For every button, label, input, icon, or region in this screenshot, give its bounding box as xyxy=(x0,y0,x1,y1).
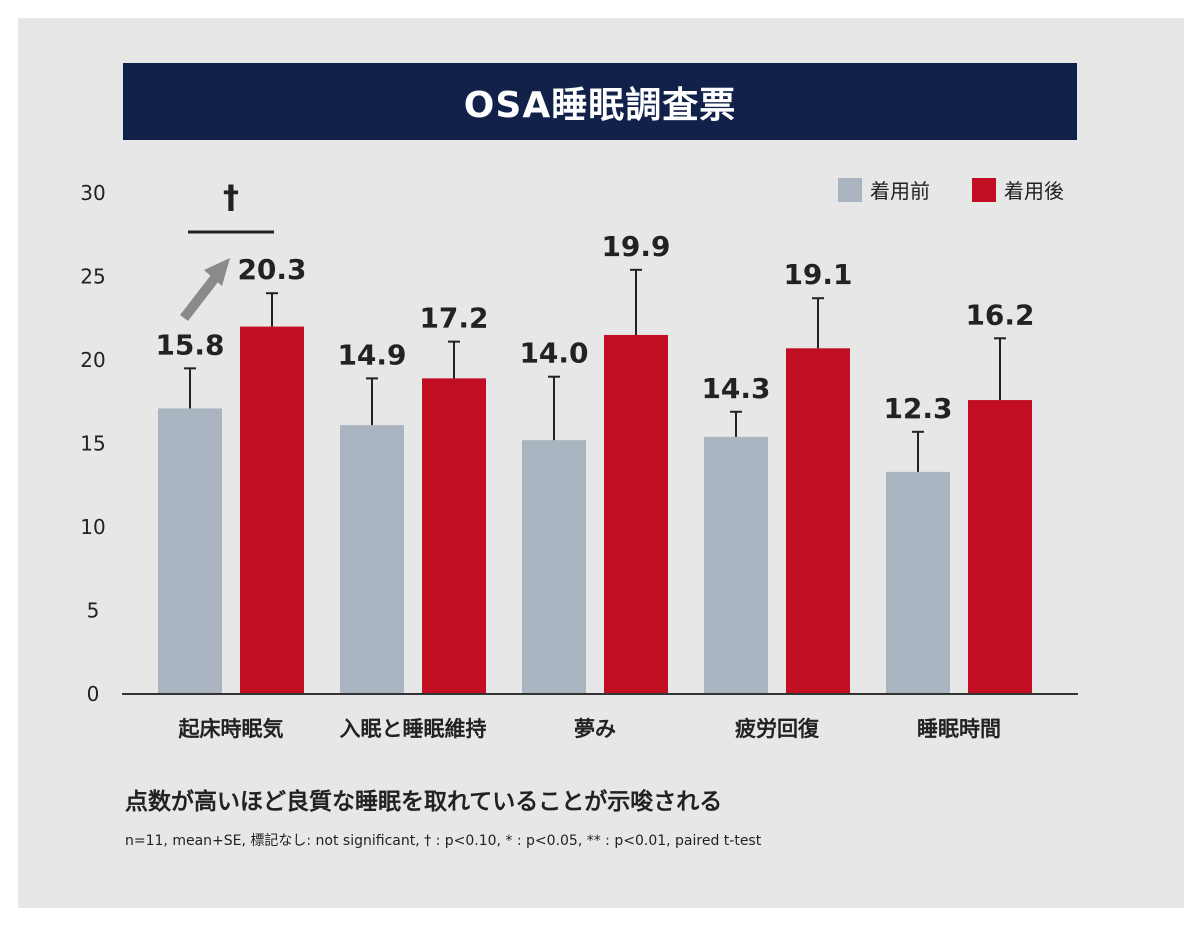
bar xyxy=(158,408,222,694)
significance-mark: † xyxy=(223,178,239,216)
x-tick-label: 睡眠時間 xyxy=(917,717,1001,741)
legend-swatch xyxy=(838,178,862,202)
bar xyxy=(886,471,950,694)
bar xyxy=(604,334,668,694)
data-label: 14.3 xyxy=(701,372,770,405)
legend-label: 着用前 xyxy=(870,179,930,203)
data-label: 19.9 xyxy=(601,230,670,263)
y-tick-label: 25 xyxy=(80,265,105,289)
y-tick-label: 0 xyxy=(87,682,100,706)
y-tick-label: 10 xyxy=(80,515,105,539)
footnote: n=11, mean+SE, 標記なし: not significant, † … xyxy=(125,833,762,849)
increase-arrow-shaft xyxy=(180,270,222,322)
data-label: 15.8 xyxy=(155,328,224,361)
legend-label: 着用後 xyxy=(1004,179,1064,203)
bar xyxy=(968,400,1032,694)
data-label: 20.3 xyxy=(237,253,306,286)
chart-note: 点数が高いほど良質な睡眠を取れていることが示唆される xyxy=(125,789,723,815)
bar xyxy=(422,378,486,694)
y-tick-label: 30 xyxy=(80,181,105,205)
x-tick-label: 入眠と睡眠維持 xyxy=(340,717,487,741)
x-tick-label: 疲労回復 xyxy=(735,717,820,741)
increase-arrow-head xyxy=(204,258,230,286)
bar xyxy=(340,425,404,694)
data-label: 19.1 xyxy=(783,258,852,291)
bar xyxy=(522,440,586,694)
data-label: 14.0 xyxy=(519,337,588,370)
bar xyxy=(786,348,850,694)
bar xyxy=(704,436,768,694)
x-tick-label: 夢み xyxy=(574,717,616,741)
legend-swatch xyxy=(972,178,996,202)
data-label: 12.3 xyxy=(883,392,952,425)
bar xyxy=(240,326,304,694)
chart-title: OSA睡眠調査票 xyxy=(123,63,1077,140)
data-label: 14.9 xyxy=(337,338,406,371)
data-label: 17.2 xyxy=(419,302,488,335)
data-label: 16.2 xyxy=(965,298,1034,331)
y-tick-label: 15 xyxy=(80,432,105,456)
y-tick-label: 20 xyxy=(80,348,105,372)
x-tick-label: 起床時眠気 xyxy=(178,717,284,741)
y-tick-label: 5 xyxy=(87,599,100,623)
